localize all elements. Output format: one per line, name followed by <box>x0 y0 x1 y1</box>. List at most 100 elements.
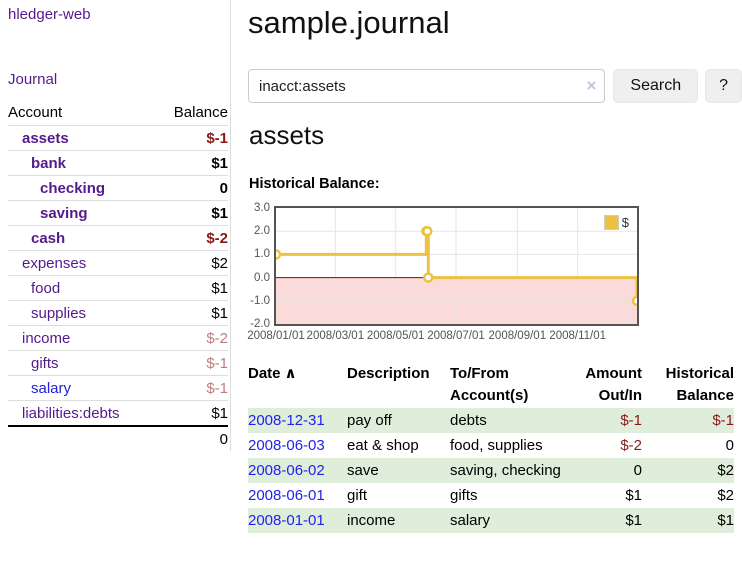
chart-title: Historical Balance: <box>249 176 380 192</box>
register-header-row: Date ∧ Description To/From Account(s) Amo… <box>248 363 734 408</box>
register-description: gift <box>347 487 368 504</box>
accounts-total-value: 0 <box>8 425 228 451</box>
account-balance: 0 <box>156 175 228 201</box>
account-balance: $1 <box>156 300 228 326</box>
register-date-link[interactable]: 2008-01-01 <box>248 512 325 529</box>
register-accounts: saving, checking <box>450 458 562 483</box>
register-header-amount: Amount Out/In <box>585 365 642 404</box>
register-amount: $1 <box>625 487 642 504</box>
register-row: 2008-06-01 gift gifts $1 $2 <box>248 483 734 508</box>
register-header-description: Description <box>347 365 430 382</box>
account-row: assets $-1 <box>8 125 228 151</box>
account-balance: $-1 <box>156 125 228 151</box>
y-tick-label: 3.0 <box>254 202 270 214</box>
chart-plot-svg <box>276 208 637 324</box>
account-row: salary $-1 <box>8 375 228 401</box>
clear-search-icon[interactable]: × <box>586 76 597 95</box>
account-balance: $1 <box>156 200 228 226</box>
register-amount: $-2 <box>620 437 642 454</box>
register-balance: $1 <box>642 508 734 533</box>
account-link[interactable]: food <box>31 279 61 297</box>
x-tick-label: 2008/07/01 <box>427 330 485 342</box>
account-link[interactable]: salary <box>31 379 72 397</box>
account-balance: $1 <box>156 150 228 176</box>
chart-legend: $ <box>602 214 630 231</box>
account-balance: $-2 <box>156 225 228 251</box>
account-balance: $1 <box>156 275 228 301</box>
x-tick-label: 2008/05/01 <box>366 330 425 342</box>
account-balance: $-1 <box>156 350 228 376</box>
x-tick-label: 2008/03/01 <box>306 330 365 342</box>
account-row: gifts $-1 <box>8 350 228 376</box>
register-accounts: debts <box>450 408 562 433</box>
account-link[interactable]: checking <box>40 179 106 197</box>
main-content: sample.journal × Search ? assets Histori… <box>247 0 742 533</box>
register-amount: 0 <box>562 458 642 483</box>
register-row: 2008-12-31 pay off debts $-1 $-1 <box>248 408 734 433</box>
accounts-header-row: Account Balance <box>8 102 228 126</box>
register-amount: $1 <box>562 508 642 533</box>
register-table: Date ∧ Description To/From Account(s) Amo… <box>248 363 734 533</box>
account-link[interactable]: bank <box>31 154 67 172</box>
register-row: 2008-06-02 save saving, checking 0 $2 <box>248 458 734 483</box>
search-input[interactable] <box>248 69 606 103</box>
account-link[interactable]: cash <box>31 229 66 247</box>
account-link[interactable]: income <box>22 329 71 347</box>
account-row: supplies $1 <box>8 300 228 326</box>
balance-chart: 3.0 2.0 1.0 0.0 -1.0 -2.0 $ 2008/01/01 2008/03… <box>247 202 639 346</box>
sort-ascending-icon: ∧ <box>284 365 297 382</box>
accounts-table: Account Balance assets $-1 bank $1 check… <box>8 102 228 451</box>
legend-swatch-icon <box>603 215 619 230</box>
account-link[interactable]: liabilities:debts <box>22 404 120 422</box>
y-tick-label: 2.0 <box>254 225 270 238</box>
account-row: liabilities:debts $1 <box>8 400 228 426</box>
accounts-header-balance: Balance <box>173 104 228 121</box>
legend-label: $ <box>621 215 629 230</box>
account-heading: assets <box>249 120 325 150</box>
account-link[interactable]: gifts <box>31 354 59 372</box>
account-balance: $-2 <box>156 325 228 351</box>
register-header-date[interactable]: Date ∧ <box>248 365 297 382</box>
register-accounts: salary <box>450 508 562 533</box>
help-button[interactable]: ? <box>705 69 742 103</box>
search-button[interactable]: Search <box>613 69 699 103</box>
account-link[interactable]: expenses <box>22 254 87 272</box>
account-row: income $-2 <box>8 325 228 351</box>
accounts-total-row: 0 <box>8 425 228 451</box>
x-tick-label: 2008/09/01 <box>488 330 547 342</box>
y-tick-label: 0.0 <box>254 271 270 284</box>
register-date-link[interactable]: 2008-06-01 <box>248 487 325 504</box>
page-title: sample.journal <box>248 5 450 40</box>
register-description: save <box>347 458 450 483</box>
account-row: saving $1 <box>8 200 228 226</box>
search-row: × Search ? <box>248 69 742 103</box>
chart-plot-area: $ <box>274 206 639 326</box>
register-accounts: gifts <box>450 487 478 504</box>
accounts-table-body: assets $-1 bank $1 checking 0 saving $1 … <box>8 125 228 426</box>
y-tick-label: -1.0 <box>250 294 270 307</box>
account-row: expenses $2 <box>8 250 228 276</box>
account-row: food $1 <box>8 275 228 301</box>
register-date-link[interactable]: 2008-06-02 <box>248 462 325 479</box>
register-balance: 0 <box>725 437 734 454</box>
account-link[interactable]: assets <box>22 129 69 147</box>
register-date-link[interactable]: 2008-06-03 <box>248 437 325 454</box>
account-link[interactable]: saving <box>40 204 88 222</box>
sidebar-item-journal[interactable]: Journal <box>8 71 58 88</box>
account-link[interactable]: supplies <box>31 304 87 322</box>
y-tick-label: -2.0 <box>250 318 270 330</box>
chart-x-axis: 2008/01/01 2008/03/01 2008/05/01 2008/07/01… <box>247 330 637 345</box>
brand-link[interactable]: hledger-web <box>8 6 91 23</box>
y-tick-label: 1.0 <box>254 248 270 261</box>
register-header-balance: Historical Balance <box>665 365 734 404</box>
x-tick-label: 2008/11/01 <box>549 330 607 342</box>
register-table-body: 2008-12-31 pay off debts $-1 $-1 2008-06… <box>248 408 734 533</box>
register-date-link[interactable]: 2008-12-31 <box>248 412 325 429</box>
register-row: 2008-06-03 eat & shop food, supplies $-2… <box>248 433 734 458</box>
account-row: bank $1 <box>8 150 228 176</box>
x-tick-label: 2008/01/01 <box>247 330 305 342</box>
account-row: cash $-2 <box>8 225 228 251</box>
sidebar: hledger-web Journal Account Balance asse… <box>0 0 231 451</box>
account-balance: $1 <box>156 400 228 426</box>
register-accounts: food, supplies <box>450 437 543 454</box>
